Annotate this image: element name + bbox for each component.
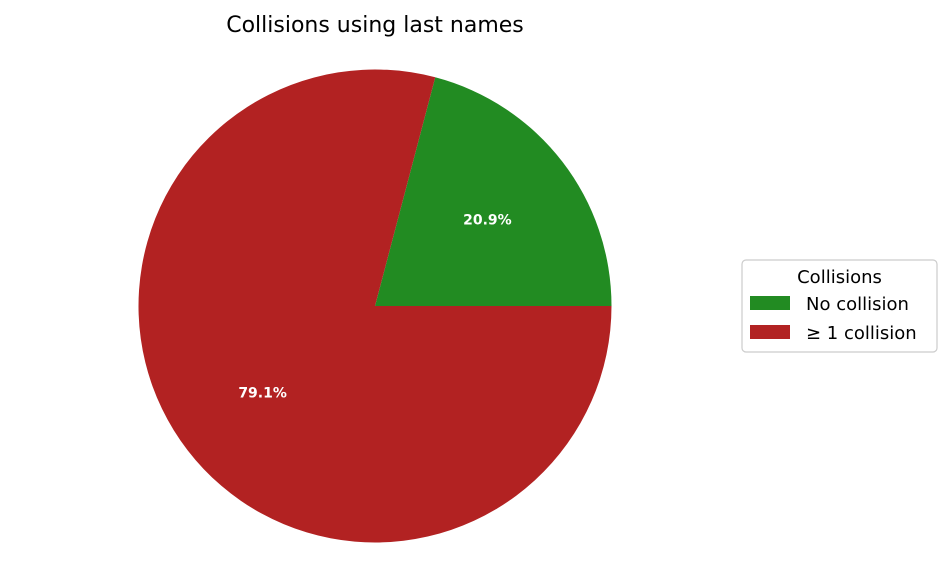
- legend-label-1: No collision: [806, 294, 909, 315]
- slice-percent-label-1: 20.9%: [463, 212, 512, 228]
- legend-swatch-1: [750, 296, 790, 310]
- legend-items: No collision ≥ 1 collision: [750, 294, 917, 344]
- legend-label-2: ≥ 1 collision: [806, 323, 917, 344]
- slice-percent-label-2: 79.1%: [238, 386, 287, 402]
- chart-title: Collisions using last names: [226, 13, 524, 38]
- legend-title: Collisions: [797, 267, 882, 288]
- legend-swatch-2: [750, 325, 790, 339]
- legend-frame: [741, 259, 938, 353]
- pie: 20.9% 79.1%: [138, 69, 612, 543]
- legend: Collisions No collision ≥ 1 collision: [741, 259, 938, 353]
- pie-slice-2: [138, 69, 612, 543]
- pie-slice-1: [375, 77, 612, 307]
